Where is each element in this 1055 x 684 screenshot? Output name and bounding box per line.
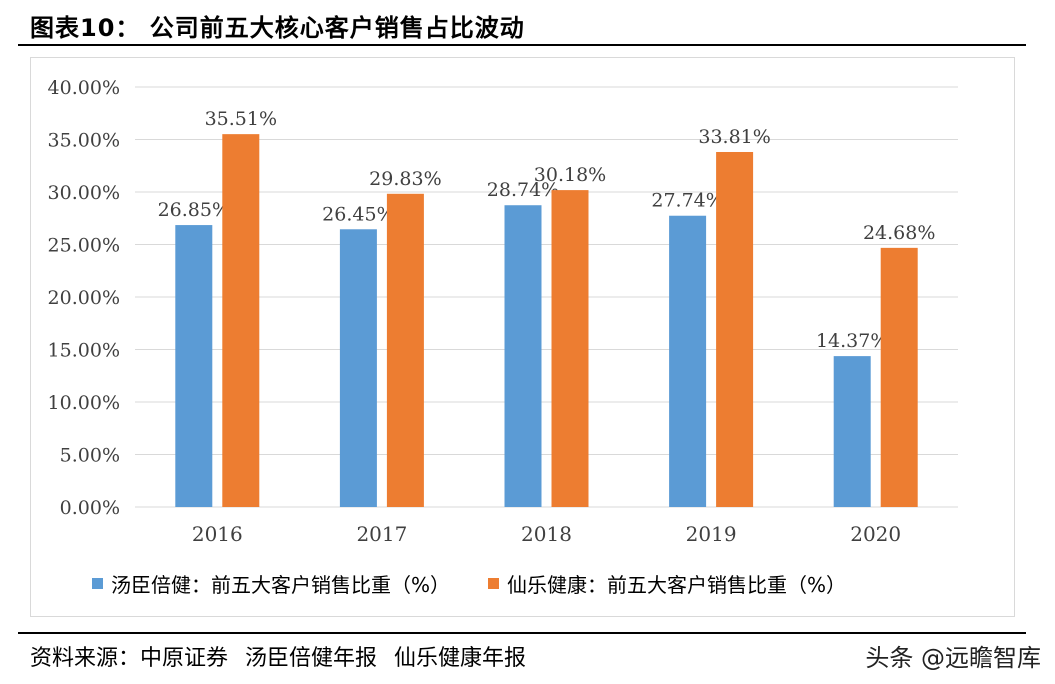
x-tick-label: 2017	[356, 522, 407, 546]
y-tick-label: 5.00%	[60, 445, 120, 467]
data-label: 24.68%	[863, 222, 935, 244]
data-label: 28.74%	[487, 179, 559, 201]
watermark: 头条 @远瞻智库	[865, 644, 1041, 672]
bar-2	[386, 193, 424, 507]
x-tick-label: 2016	[192, 522, 243, 546]
legend-swatch-series2	[488, 578, 500, 589]
x-tick-label: 2019	[686, 522, 737, 546]
chart-legend: 汤臣倍健：前五大客户销售比重（%） 仙乐健康：前五大客户销售比重（%）	[92, 569, 884, 598]
data-label: 26.45%	[322, 203, 394, 225]
bar-2	[222, 134, 260, 507]
y-tick-label: 10.00%	[48, 392, 120, 414]
bar-1	[669, 215, 707, 508]
bar-1	[339, 229, 377, 507]
footer-divider	[18, 632, 1026, 634]
bar-1	[175, 225, 213, 507]
y-tick-label: 0.00%	[60, 497, 120, 519]
legend-swatch-series1	[92, 578, 103, 589]
data-label: 14.37%	[816, 330, 888, 352]
page-title: 图表10： 公司前五大核心客户销售占比波动	[30, 14, 525, 42]
data-label: 30.18%	[534, 164, 606, 186]
y-tick-label: 20.00%	[48, 287, 120, 309]
data-label: 27.74%	[651, 190, 723, 212]
bar-1	[833, 356, 871, 507]
title-divider	[18, 44, 1026, 46]
legend-label-series2: 仙乐健康：前五大客户销售比重（%）	[507, 573, 847, 597]
legend-item-series1: 汤臣倍健：前五大客户销售比重（%）	[92, 569, 450, 598]
bar-2	[716, 151, 754, 507]
data-label: 29.83%	[369, 168, 441, 190]
y-tick-label: 30.00%	[48, 182, 120, 204]
data-label: 33.81%	[698, 126, 770, 148]
legend-label-series1: 汤臣倍健：前五大客户销售比重（%）	[111, 573, 451, 597]
y-tick-label: 15.00%	[48, 340, 120, 362]
legend-item-series2: 仙乐健康：前五大客户销售比重（%）	[488, 569, 846, 598]
bar-2	[880, 247, 918, 508]
y-tick-label: 35.00%	[48, 130, 120, 152]
source-note: 资料来源：中原证券 汤臣倍健年报 仙乐健康年报	[30, 646, 526, 671]
y-tick-label: 25.00%	[48, 235, 120, 257]
chart-frame	[30, 57, 1015, 617]
x-tick-label: 2018	[521, 522, 572, 546]
bar-1	[504, 205, 542, 508]
data-label: 35.51%	[205, 108, 277, 130]
bar-2	[551, 190, 589, 508]
y-tick-label: 40.00%	[48, 77, 120, 99]
x-tick-label: 2020	[850, 522, 901, 546]
data-label: 26.85%	[158, 199, 230, 221]
